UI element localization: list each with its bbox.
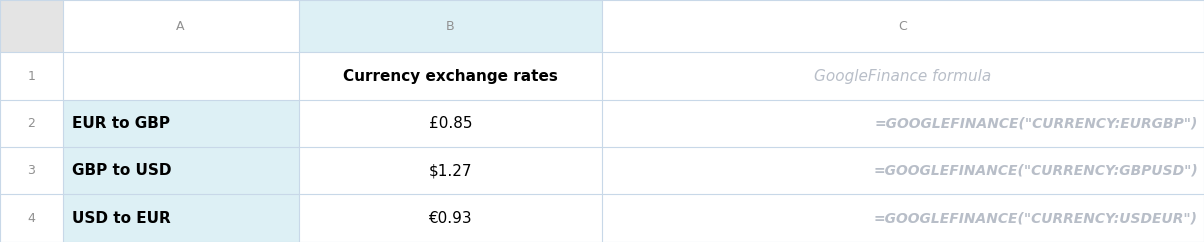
Bar bbox=[0, 147, 63, 194]
Bar bbox=[602, 147, 1204, 194]
Bar bbox=[602, 194, 1204, 242]
Bar bbox=[0, 194, 63, 242]
Bar bbox=[63, 147, 299, 194]
Text: GoogleFinance formula: GoogleFinance formula bbox=[814, 69, 992, 84]
Text: €0.93: €0.93 bbox=[429, 211, 472, 226]
Bar bbox=[299, 100, 602, 147]
Text: =GOOGLEFINANCE("CURRENCY:EURGBP"): =GOOGLEFINANCE("CURRENCY:EURGBP") bbox=[874, 117, 1198, 131]
Text: =GOOGLEFINANCE("CURRENCY:GBPUSD"): =GOOGLEFINANCE("CURRENCY:GBPUSD") bbox=[873, 164, 1198, 178]
Text: 2: 2 bbox=[28, 117, 35, 130]
Bar bbox=[602, 0, 1204, 52]
Text: EUR to GBP: EUR to GBP bbox=[72, 116, 170, 131]
Bar bbox=[0, 52, 63, 100]
Text: A: A bbox=[176, 20, 185, 32]
Bar bbox=[63, 100, 299, 147]
Text: £0.85: £0.85 bbox=[429, 116, 472, 131]
Text: 4: 4 bbox=[28, 212, 35, 225]
Bar bbox=[299, 52, 602, 100]
Bar bbox=[299, 194, 602, 242]
Text: GBP to USD: GBP to USD bbox=[72, 163, 172, 178]
Bar bbox=[63, 0, 299, 52]
Text: C: C bbox=[898, 20, 908, 32]
Bar bbox=[63, 52, 299, 100]
Text: 1: 1 bbox=[28, 70, 35, 83]
Bar bbox=[0, 100, 63, 147]
Text: USD to EUR: USD to EUR bbox=[72, 211, 171, 226]
Text: 3: 3 bbox=[28, 164, 35, 177]
Bar bbox=[299, 147, 602, 194]
Text: B: B bbox=[445, 20, 455, 32]
Bar bbox=[63, 194, 299, 242]
Bar bbox=[299, 0, 602, 52]
Bar bbox=[602, 100, 1204, 147]
Text: Currency exchange rates: Currency exchange rates bbox=[343, 69, 557, 84]
Bar bbox=[0, 0, 63, 52]
Text: $1.27: $1.27 bbox=[429, 163, 472, 178]
Bar bbox=[602, 52, 1204, 100]
Text: =GOOGLEFINANCE("CURRENCY:USDEUR"): =GOOGLEFINANCE("CURRENCY:USDEUR") bbox=[874, 211, 1198, 225]
